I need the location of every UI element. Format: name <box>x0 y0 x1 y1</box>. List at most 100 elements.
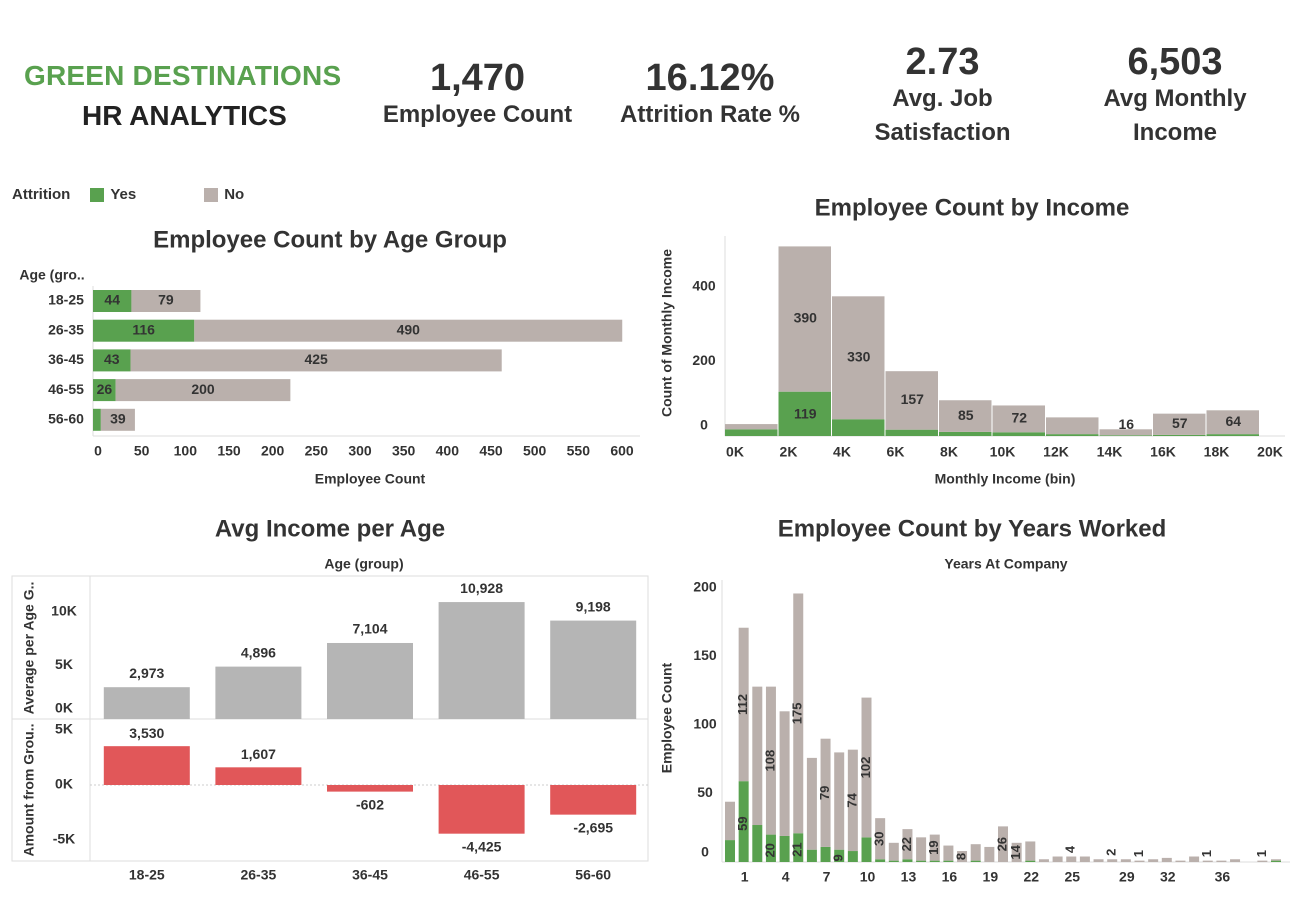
data-label-no: 490 <box>397 321 421 337</box>
attrition-legend: Attrition Yes No <box>12 186 244 203</box>
bar-yes <box>916 860 927 862</box>
bar-no <box>1099 429 1152 436</box>
bar-no <box>1025 841 1036 861</box>
data-label-no: 102 <box>858 757 873 779</box>
column-header: Years At Company <box>944 556 1067 572</box>
bar-average <box>215 666 302 719</box>
x-tick-label: 300 <box>348 443 372 459</box>
x-tick-label: 500 <box>523 443 547 459</box>
bar-yes <box>1271 860 1281 862</box>
bar-no <box>902 829 913 860</box>
data-label-yes: 26 <box>97 381 113 397</box>
chart-title: Avg Income per Age <box>215 515 445 542</box>
bar-yes <box>93 290 132 312</box>
bar-yes <box>778 391 831 436</box>
y-axis-label: Employee Count <box>659 662 675 773</box>
bar-no <box>115 379 291 402</box>
x-tick-label: 0 <box>94 443 102 459</box>
bar-no <box>1271 859 1281 861</box>
bar-no <box>1079 856 1090 862</box>
data-label-no: 72 <box>1011 410 1027 426</box>
legend-title: Attrition <box>12 186 71 203</box>
kpi-job-satisfaction: 2.73 Avg. Job Satisfaction <box>840 42 1045 150</box>
bar-no <box>888 842 899 861</box>
y-tick-label: 50 <box>697 784 713 800</box>
bar-yes <box>885 429 938 436</box>
kpi-value: 6,503 <box>1127 41 1223 83</box>
bar-no <box>1038 859 1049 862</box>
x-tick-label: 14K <box>1097 444 1123 460</box>
data-label-difference: 1,607 <box>241 746 276 762</box>
bar-no <box>1189 856 1200 862</box>
x-tick-label: 1 <box>741 869 749 885</box>
bar-no <box>779 711 790 836</box>
bar-yes <box>929 860 940 862</box>
y-axis-label: Amount from Grou.. <box>21 724 37 857</box>
bar-no <box>131 290 201 312</box>
category-label: 26-35 <box>48 321 84 337</box>
bar-no <box>1216 860 1227 862</box>
kpi-value: 16.12% <box>645 57 775 99</box>
data-label-no: 39 <box>110 411 126 427</box>
legend-swatch-no <box>204 187 219 202</box>
chart-title: Employee Count by Income <box>815 194 1130 221</box>
kpi-avg-monthly-income: 6,503 Avg Monthly Income <box>1070 42 1280 150</box>
bar-no <box>957 851 968 862</box>
data-label-no: 1 <box>1254 850 1269 857</box>
bar-yes <box>765 834 776 862</box>
bar-yes <box>943 860 954 862</box>
category-label: 18-25 <box>129 867 165 883</box>
x-tick-label: 10K <box>990 444 1016 460</box>
bar-yes <box>793 833 804 862</box>
data-label-no: 16 <box>1118 416 1134 432</box>
row-header: Age (gro.. <box>19 267 84 283</box>
dashboard-subtitle: HR ANALYTICS <box>82 100 287 131</box>
data-label-no: 79 <box>817 786 832 800</box>
bar-yes <box>861 837 872 862</box>
data-label-no: 112 <box>735 694 750 715</box>
bar-no <box>130 349 502 372</box>
bar-yes <box>847 851 858 862</box>
legend-swatch-yes <box>90 187 105 202</box>
data-label-no: 1 <box>1199 850 1214 857</box>
bar-no <box>725 801 735 841</box>
y-tick-label: 10K <box>51 603 77 619</box>
kpi-attrition-rate: 16.12% Attrition Rate % <box>600 58 820 132</box>
y-tick-label: 400 <box>692 278 716 294</box>
kpi-label: Employee Count <box>382 101 573 128</box>
data-label-no: 19 <box>926 840 941 854</box>
data-label-no: 8 <box>953 853 968 860</box>
x-tick-label: 350 <box>392 443 416 459</box>
bar-yes <box>1099 435 1152 436</box>
category-label: 36-45 <box>352 867 388 883</box>
bar-yes <box>752 825 763 862</box>
bar-no <box>1011 842 1022 862</box>
bar-no <box>1206 410 1259 435</box>
x-tick-label: 18K <box>1204 444 1230 460</box>
bar-difference <box>103 746 190 785</box>
bar-average <box>438 602 525 719</box>
bar-yes <box>888 860 899 862</box>
y-axis-label: Count of Monthly Income <box>659 249 675 417</box>
x-axis-label: Monthly Income (bin) <box>935 471 1076 487</box>
data-label-average: 10,928 <box>460 580 503 596</box>
bar-no <box>1148 859 1159 862</box>
bar-average <box>550 620 637 719</box>
kpi-label: Attrition Rate % <box>620 101 800 128</box>
category-label: 46-55 <box>48 381 84 397</box>
bar-no <box>778 246 831 392</box>
x-tick-label: 25 <box>1064 869 1080 885</box>
bar-no <box>1153 413 1206 435</box>
kpi-label-line2: Satisfaction <box>874 119 1011 146</box>
x-tick-label: 250 <box>305 443 329 459</box>
bar-no <box>820 738 831 847</box>
bar-no <box>1202 860 1213 862</box>
data-label-no: 175 <box>790 703 805 725</box>
bar-average <box>327 642 413 719</box>
x-tick-label: 2K <box>780 444 798 460</box>
y-axis-label: Average per Age G.. <box>21 582 37 715</box>
x-tick-label: 32 <box>1160 869 1176 885</box>
x-tick-label: 7 <box>823 869 831 885</box>
bar-yes <box>832 419 885 436</box>
data-label-difference: -2,695 <box>573 819 613 835</box>
